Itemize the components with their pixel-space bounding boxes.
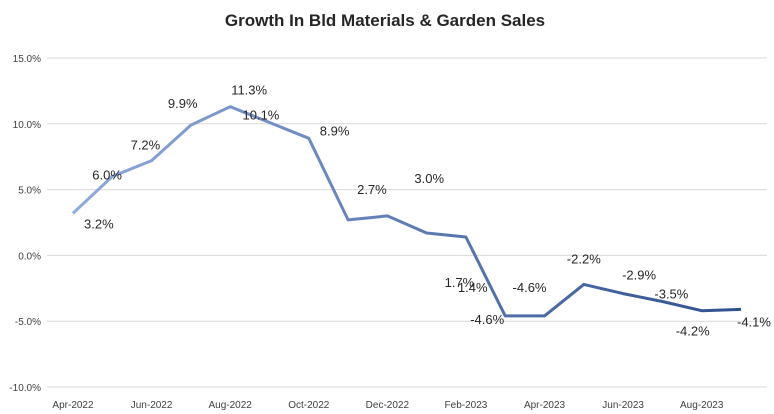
y-tick-label: 5.0%: [18, 186, 41, 197]
x-tick-label: Apr-2023: [524, 400, 566, 411]
data-label: -4.6%: [470, 312, 504, 327]
data-label: -4.6%: [513, 280, 547, 295]
data-label: 2.7%: [357, 182, 387, 197]
y-tick-label: 10.0%: [13, 120, 41, 131]
x-tick-label: Aug-2023: [680, 400, 724, 411]
x-tick-label: Feb-2023: [445, 400, 488, 411]
x-tick-label: Aug-2022: [208, 400, 252, 411]
data-label: 9.9%: [168, 96, 198, 111]
data-label: 8.9%: [320, 123, 350, 138]
data-label: 3.0%: [414, 171, 444, 186]
data-label: 6.0%: [92, 167, 122, 182]
y-tick-label: 0.0%: [18, 251, 41, 262]
data-label: -2.9%: [622, 268, 656, 283]
data-labels: 3.2% 6.0% 7.2% 9.9% 11.3% 10.1% 8.9% 2.7% 3.0% 1.…: [84, 83, 771, 339]
data-label: -2.2%: [567, 251, 601, 266]
data-label: -4.1%: [737, 314, 771, 329]
x-tick-label: Jun-2022: [131, 400, 173, 411]
x-tick-label: Oct-2022: [288, 400, 330, 411]
data-label: 10.1%: [243, 108, 280, 123]
gridlines: [47, 57, 767, 388]
y-tick-label: -5.0%: [15, 317, 41, 328]
data-label: -4.2%: [676, 324, 710, 339]
data-label: -3.5%: [654, 287, 688, 302]
x-tick-label: Jun-2023: [602, 400, 644, 411]
data-label: 7.2%: [131, 138, 161, 153]
data-label: 3.2%: [84, 216, 114, 231]
x-tick-label: Apr-2022: [52, 400, 94, 411]
series-line: [71, 105, 742, 318]
y-axis: 15.0% 10.0% 5.0% 0.0% -5.0% -10.0%: [9, 54, 41, 394]
x-tick-label: Dec-2022: [366, 400, 410, 411]
x-axis: Apr-2022 Jun-2022 Aug-2022 Oct-2022 Dec-2022…: [52, 400, 723, 411]
y-tick-label: 15.0%: [13, 54, 41, 65]
data-label: 11.3%: [231, 83, 267, 98]
data-label: 1.4%: [458, 280, 488, 295]
chart-title: Growth In Bld Materials & Garden Sales: [225, 11, 545, 30]
data-label: 1.7%: [445, 275, 475, 290]
y-tick-label: -10.0%: [9, 383, 41, 394]
